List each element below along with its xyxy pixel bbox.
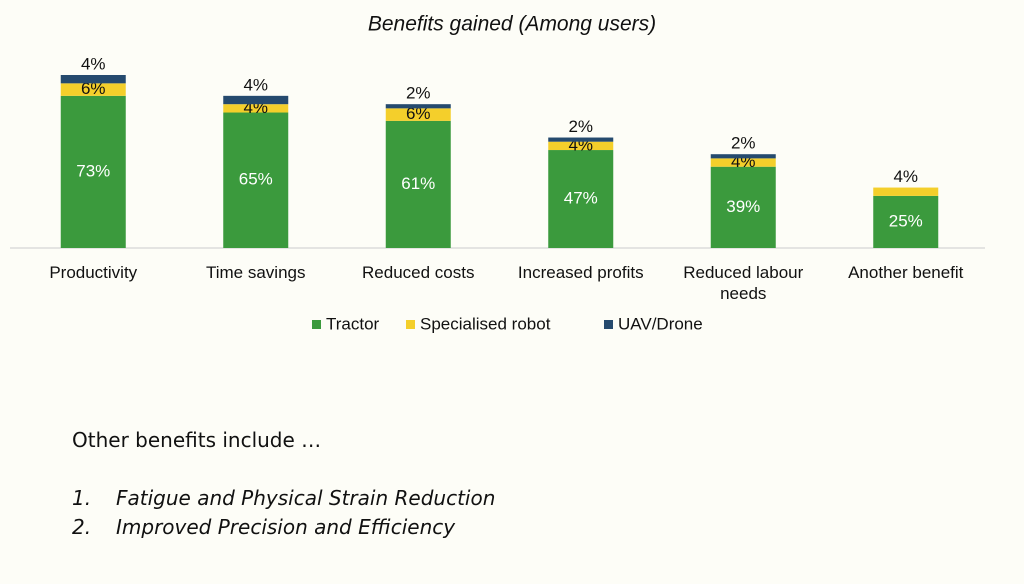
data-label: 65% bbox=[239, 170, 273, 189]
bar-segment bbox=[710, 158, 776, 167]
note-text: Fatigue and Physical Strain Reduction bbox=[116, 486, 496, 510]
note-marker: 1. bbox=[72, 486, 92, 510]
x-tick-label: Reduced costs bbox=[362, 263, 475, 282]
bar-segment bbox=[223, 104, 289, 113]
notes-intro: Other benefits include … bbox=[72, 428, 322, 452]
legend-swatch bbox=[604, 320, 613, 329]
data-label: 4% bbox=[243, 75, 268, 94]
note-marker: 2. bbox=[72, 515, 92, 539]
data-label: 6% bbox=[406, 104, 431, 123]
data-label: 4% bbox=[81, 54, 106, 73]
bar-segment bbox=[60, 75, 126, 84]
note-item: 1. Fatigue and Physical Strain Reduction bbox=[72, 486, 495, 510]
legend-label: Tractor bbox=[326, 314, 380, 333]
data-label: 6% bbox=[81, 79, 106, 98]
data-label: 61% bbox=[401, 174, 435, 193]
x-tick-label: Productivity bbox=[49, 263, 138, 282]
data-label: 2% bbox=[731, 134, 756, 153]
bar-segment bbox=[548, 137, 614, 142]
bar-segment bbox=[385, 104, 451, 109]
bar-segment bbox=[548, 141, 614, 151]
bar-segment bbox=[223, 95, 289, 105]
legend-label: UAV/Drone bbox=[618, 314, 703, 333]
x-tick-label: Reduced labour needs bbox=[683, 263, 804, 303]
data-label: 25% bbox=[889, 211, 923, 230]
x-tick-label: Time savings bbox=[205, 263, 306, 282]
bar-segment bbox=[385, 108, 451, 121]
bar-segment bbox=[873, 187, 939, 196]
x-tick-label: Increased profits bbox=[517, 263, 644, 282]
legend-label: Specialised robot bbox=[420, 314, 551, 333]
bar-segment bbox=[873, 195, 939, 248]
chart-title: Benefits gained (Among users) bbox=[368, 13, 656, 36]
legend-swatch bbox=[406, 320, 415, 329]
bar-segment bbox=[710, 154, 776, 159]
bar-segment bbox=[548, 150, 614, 248]
bar-segment bbox=[60, 83, 126, 96]
bar-segment bbox=[710, 166, 776, 248]
note-item: 2. Improved Precision and Efficiency bbox=[72, 515, 455, 539]
note-text: Improved Precision and Efficiency bbox=[116, 515, 456, 539]
legend-swatch bbox=[312, 320, 321, 329]
data-label: 4% bbox=[893, 167, 918, 186]
data-label: 73% bbox=[76, 161, 110, 180]
data-label: 47% bbox=[564, 189, 598, 208]
bar-segment bbox=[385, 120, 451, 248]
data-label: 2% bbox=[568, 117, 593, 136]
data-label: 39% bbox=[726, 197, 760, 216]
data-label: 2% bbox=[406, 84, 431, 103]
bar-segment bbox=[60, 95, 126, 248]
bar-segment bbox=[223, 112, 289, 249]
x-tick-label: Another benefit bbox=[848, 263, 964, 282]
